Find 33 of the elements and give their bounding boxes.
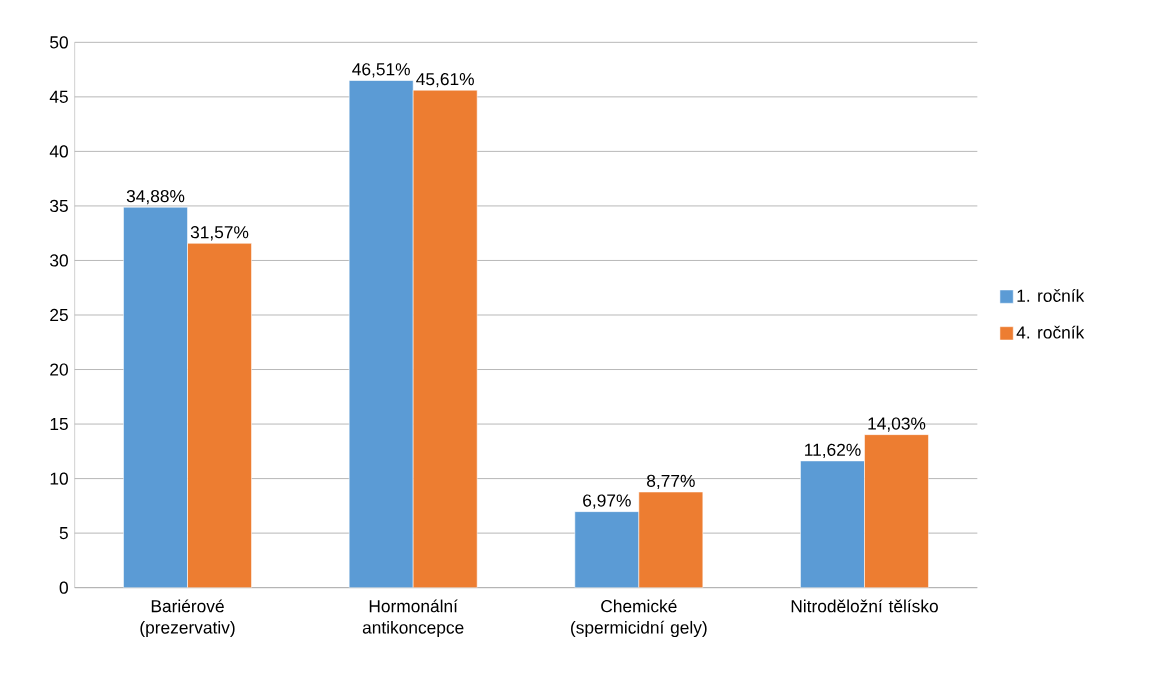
bar <box>574 511 640 588</box>
data-label: 8,77% <box>647 474 695 490</box>
y-tick-label: 20 <box>50 363 68 376</box>
bar <box>348 80 414 588</box>
y-tick-label: 45 <box>49 90 68 103</box>
bar <box>187 243 252 588</box>
bar <box>800 460 865 588</box>
y-tick-label: 50 <box>50 36 68 49</box>
bar <box>123 206 188 588</box>
y-tick-label: 15 <box>50 418 68 431</box>
x-tick-label: Hormonální antikoncepce <box>362 599 464 638</box>
data-label: 31,57% <box>190 226 249 241</box>
x-tick-label: Nitroděložní tělísko <box>791 599 938 613</box>
y-tick-label: 5 <box>59 527 68 540</box>
data-label: 46,51% <box>352 63 410 78</box>
x-tick-label: Chemické (spermicidní gely) <box>571 599 707 638</box>
y-tick-label: 0 <box>59 581 68 594</box>
bar <box>864 434 929 588</box>
x-tick-label: Bariérové (prezervativ) <box>140 599 235 638</box>
data-label: 6,97% <box>583 494 631 509</box>
bar <box>638 491 704 588</box>
data-label: 14,03% <box>868 417 926 432</box>
data-label: 11,62% <box>805 443 861 458</box>
y-tick-label: 30 <box>50 254 68 267</box>
data-label: 45,61% <box>416 72 474 88</box>
y-tick-label: 25 <box>50 308 68 322</box>
data-label: 34,88% <box>126 189 185 205</box>
y-tick-label: 10 <box>50 472 68 485</box>
y-tick-label: 35 <box>50 199 68 213</box>
bar <box>412 89 478 588</box>
legend-label: 4. ročník <box>1016 325 1085 339</box>
y-tick-label: 40 <box>49 145 68 158</box>
legend-label: 1. ročník <box>1017 288 1085 302</box>
